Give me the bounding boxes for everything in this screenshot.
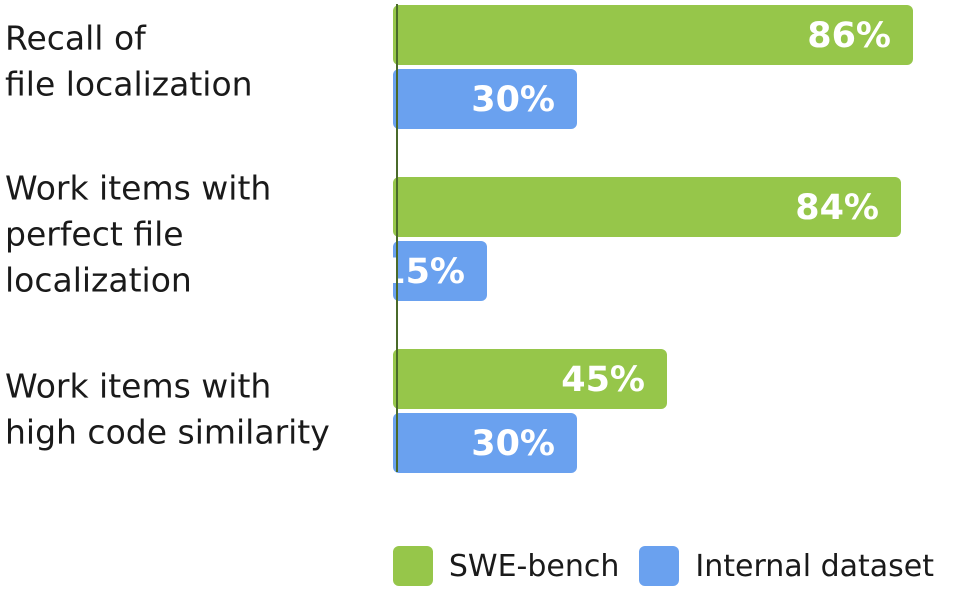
legend-label-swe-bench: SWE-bench: [448, 548, 620, 584]
category-label-line: localization: [5, 261, 192, 300]
category-label: Recall of file localization: [5, 19, 253, 104]
category-label-line: Work items with: [5, 169, 271, 208]
legend: SWE-bench Internal dataset: [373, 546, 934, 586]
bar-value-label: 86%: [807, 16, 891, 56]
category-label-line: Work items with: [5, 367, 271, 406]
bar-internal-dataset: [393, 413, 577, 473]
category-label-line: high code similarity: [5, 413, 330, 452]
bar-swe-bench: [393, 5, 913, 65]
legend-item-internal-dataset: Internal dataset: [639, 546, 934, 586]
category-label: Work items with perfect file localization: [5, 169, 271, 300]
bar-value-label: 30%: [471, 424, 555, 464]
category-label: Work items with high code similarity: [5, 367, 330, 452]
bar-value-label: 15%: [381, 252, 465, 292]
legend-label-internal-dataset: Internal dataset: [695, 548, 934, 584]
bar-value-label: 84%: [795, 188, 879, 228]
legend-item-swe-bench: SWE-bench: [392, 546, 620, 586]
category-label-line: perfect file: [5, 215, 184, 254]
bar-internal-dataset: [393, 241, 487, 301]
bar-internal-dataset: [393, 69, 577, 129]
bar-swe-bench: [393, 177, 901, 237]
category-label-line: file localization: [5, 65, 253, 104]
bar-value-label: 45%: [561, 360, 645, 400]
bar-value-label: 30%: [471, 80, 555, 120]
bar-swe-bench: [393, 349, 667, 409]
legend-swatch-swe-bench: [392, 546, 433, 586]
category-label-line: Recall of: [5, 19, 147, 58]
legend-swatch-internal-dataset: [639, 546, 680, 586]
